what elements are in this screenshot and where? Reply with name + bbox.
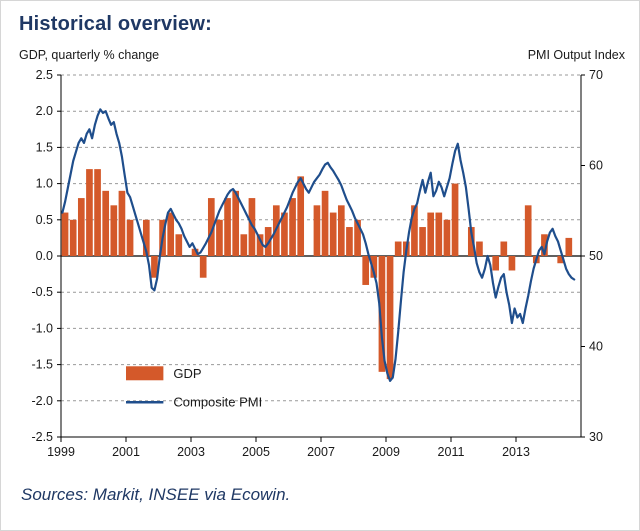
svg-text:1.0: 1.0 (36, 177, 53, 191)
svg-text:2011: 2011 (438, 445, 465, 459)
sources-note: Sources: Markit, INSEE via Ecowin. (21, 485, 291, 504)
svg-text:-2.5: -2.5 (31, 430, 53, 444)
svg-text:2.5: 2.5 (36, 68, 53, 82)
svg-text:50: 50 (589, 249, 603, 263)
left-axis-label: GDP, quarterly % change (19, 48, 160, 62)
svg-text:60: 60 (589, 159, 603, 173)
svg-text:-1.5: -1.5 (31, 358, 53, 372)
svg-text:2001: 2001 (112, 445, 140, 459)
svg-text:0.0: 0.0 (36, 249, 53, 263)
svg-text:GDP: GDP (173, 366, 201, 381)
chart-svg: 2.5 2.0 1.5 1.0 0.5 0.0 -0.5 -1.0 -1.5 -2.0 -2.5 70… (31, 68, 603, 459)
svg-text:Composite PMI: Composite PMI (173, 395, 262, 410)
page-title: Historical overview: (19, 13, 212, 35)
svg-text:2007: 2007 (307, 445, 335, 459)
axis-header-row: GDP, quarterly % change PMI Output Index (13, 46, 627, 65)
right-axis-label: PMI Output Index (527, 48, 625, 62)
svg-text:2013: 2013 (502, 445, 530, 459)
svg-text:-2.0: -2.0 (31, 394, 53, 408)
svg-text:2003: 2003 (177, 445, 205, 459)
svg-text:0.5: 0.5 (36, 213, 53, 227)
svg-text:40: 40 (589, 340, 603, 354)
svg-text:2.0: 2.0 (36, 104, 53, 118)
svg-text:-1.0: -1.0 (31, 321, 53, 335)
svg-text:2005: 2005 (242, 445, 270, 459)
svg-text:1999: 1999 (47, 445, 75, 459)
chart-container: 2.5 2.0 1.5 1.0 0.5 0.0 -0.5 -1.0 -1.5 -2.0 -2.5 70… (13, 65, 627, 469)
svg-text:30: 30 (589, 430, 603, 444)
svg-text:70: 70 (589, 68, 603, 82)
svg-text:1.5: 1.5 (36, 140, 53, 154)
svg-text:2009: 2009 (372, 445, 400, 459)
svg-text:-0.5: -0.5 (31, 285, 53, 299)
